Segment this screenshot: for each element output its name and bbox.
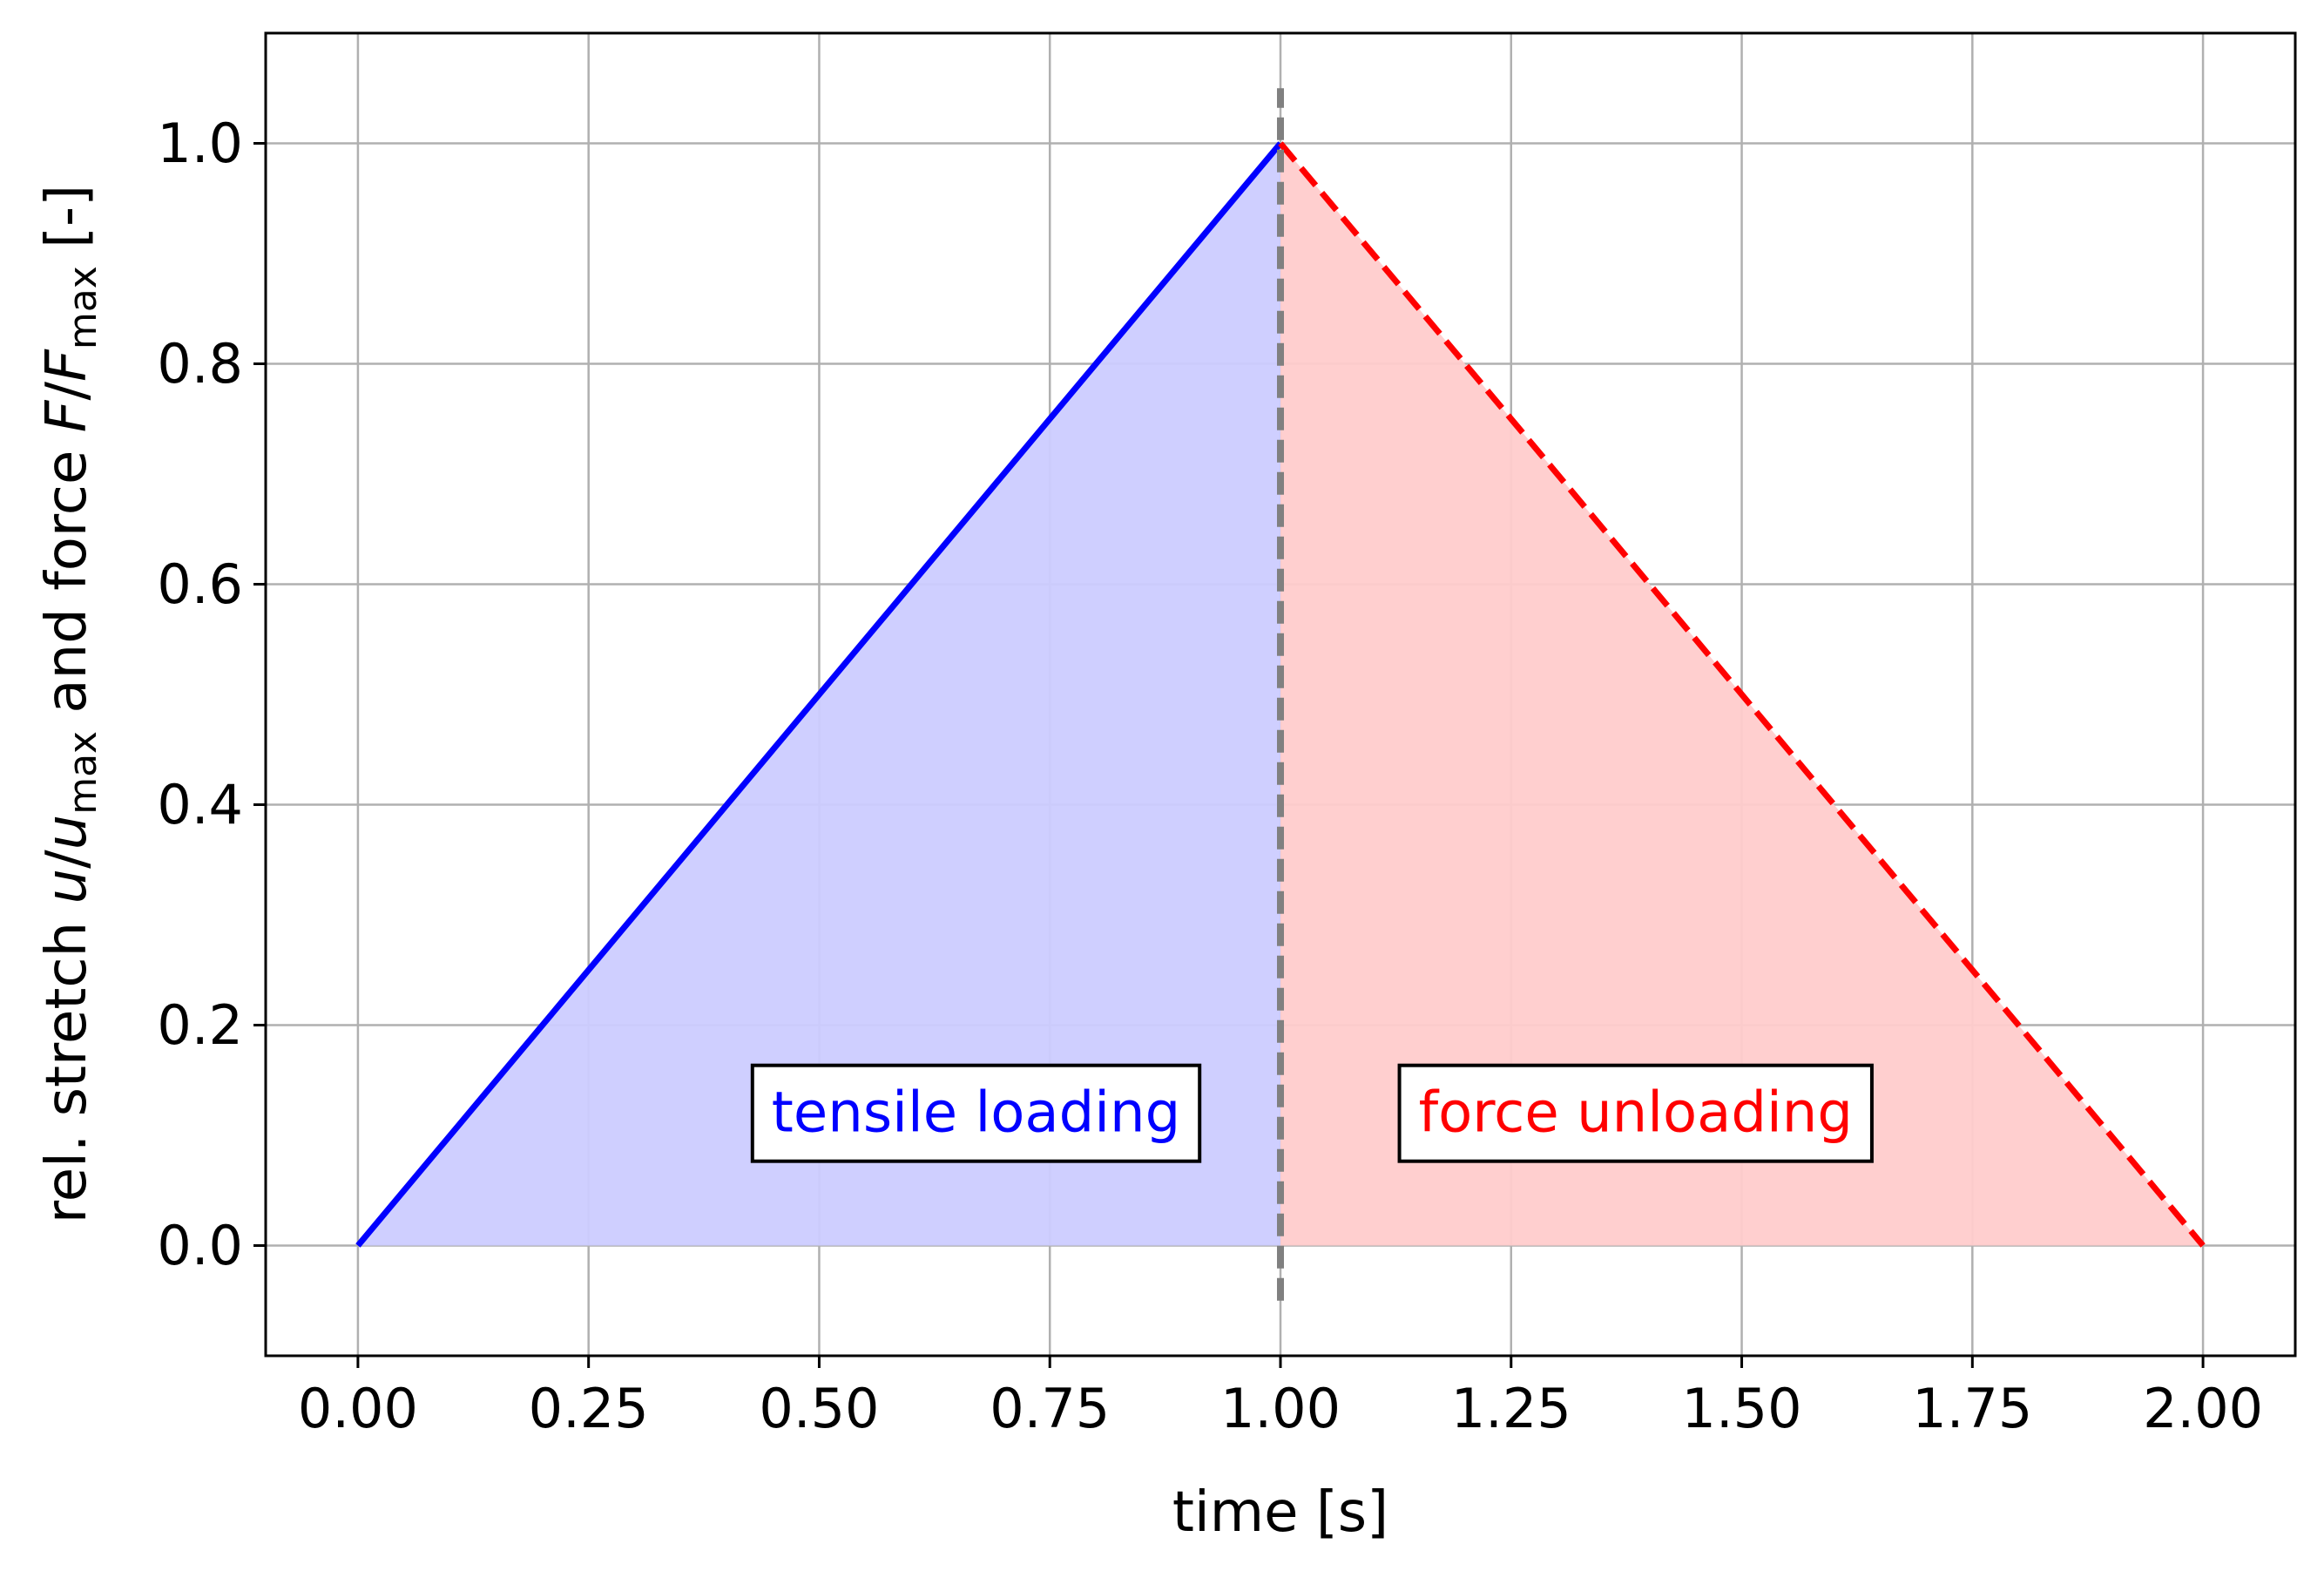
- y-tick-label: 1.0: [157, 112, 243, 175]
- x-tick-label: 0.50: [759, 1377, 879, 1440]
- y-tick-label: 0.2: [157, 993, 243, 1057]
- annotation-text: force unloading: [1419, 1081, 1853, 1146]
- y-tick-label: 0.6: [157, 552, 243, 616]
- series-1-line: [1278, 141, 2206, 1248]
- annotation-1: force unloading: [1397, 1063, 1874, 1163]
- x-tick-label: 2.00: [2143, 1377, 2263, 1440]
- x-tick-label: 0.00: [298, 1377, 418, 1440]
- annotation-text: tensile loading: [772, 1081, 1180, 1146]
- annotation-0: tensile loading: [750, 1063, 1202, 1163]
- y-axis-label: rel. stretch u/umax and force F/Fmax [-]: [35, 185, 105, 1223]
- y-ticks: 0.0 0.2 0.4 0.6 0.8 1.0: [157, 112, 266, 1277]
- x-tick-label: 0.25: [529, 1377, 649, 1440]
- x-tick-label: 1.50: [1682, 1377, 1802, 1440]
- series-0-line: [355, 141, 1283, 1248]
- annotations: tensile loading force unloading: [750, 1063, 1874, 1163]
- x-axis-label: time [s]: [1172, 1480, 1388, 1545]
- x-tick-label: 1.00: [1220, 1377, 1341, 1440]
- y-tick-label: 0.0: [157, 1214, 243, 1277]
- y-tick-label: 0.4: [157, 773, 243, 836]
- annotation-box: [1397, 1063, 1874, 1163]
- annotation-box: [750, 1063, 1202, 1163]
- x-ticks: 0.00 0.25 0.50 0.75 1.00 1.25 1.50 1.75 2.00: [298, 1356, 2263, 1440]
- y-tick-label: 0.8: [157, 332, 243, 396]
- x-tick-label: 1.25: [1451, 1377, 1571, 1440]
- x-tick-label: 0.75: [990, 1377, 1110, 1440]
- area-fills: [357, 143, 2204, 1246]
- series-lines: [355, 88, 2206, 1301]
- x-tick-label: 1.75: [1912, 1377, 2032, 1440]
